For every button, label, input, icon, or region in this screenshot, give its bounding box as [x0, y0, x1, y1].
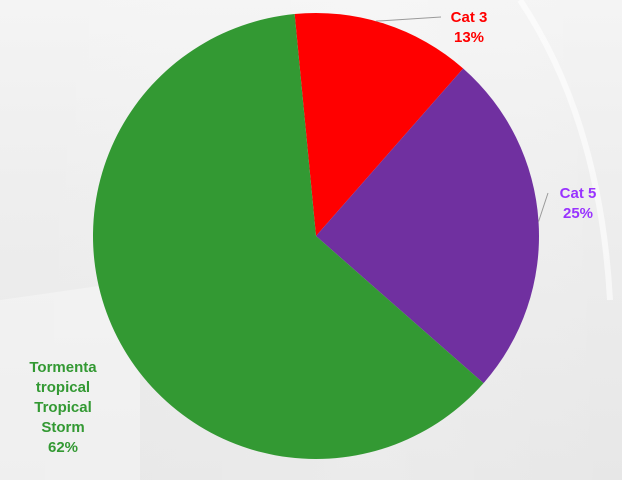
pie-slices — [92, 13, 539, 460]
pie-slice-tormenta-tropical-tropical-storm — [92, 14, 484, 460]
leader-line-cat-3 — [375, 16, 442, 22]
data-label-cat-5: Cat 5 25% — [560, 185, 597, 222]
pie-slice-cat-3 — [294, 13, 464, 237]
pie-labels: Cat 3 13% Cat 5 25% Tormenta tropical Tropical… — [29, 9, 596, 456]
leader-line-cat-5 — [538, 192, 549, 222]
data-label-tormenta-tropical-tropical-storm: Tormenta tropical Tropical Storm 62% — [29, 359, 97, 456]
data-label-cat-3: Cat 3 13% — [451, 9, 488, 46]
pie-slice-cat-5 — [316, 68, 539, 384]
